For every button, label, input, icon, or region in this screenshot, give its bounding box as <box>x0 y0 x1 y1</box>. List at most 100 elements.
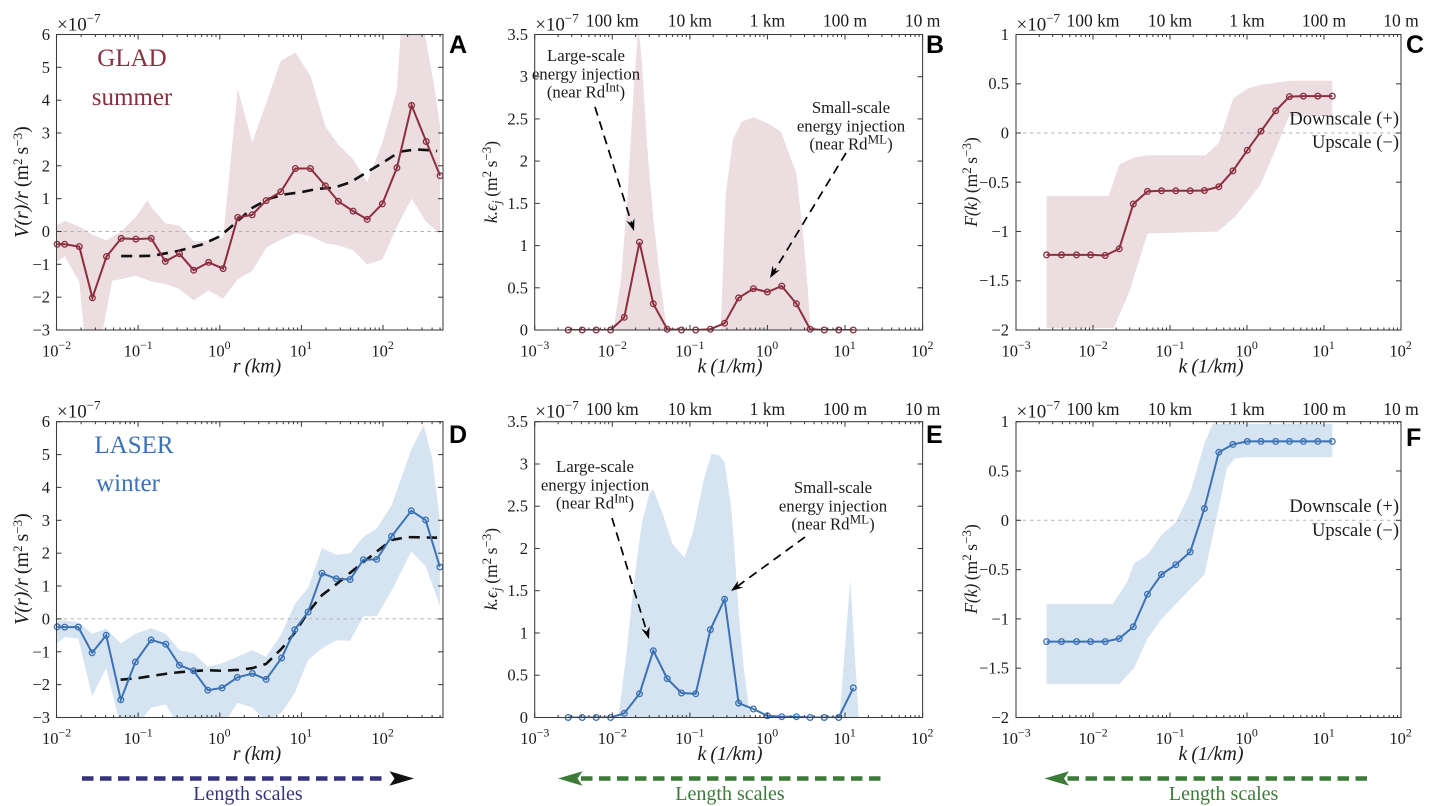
svg-text:2: 2 <box>928 726 934 740</box>
svg-text:10: 10 <box>1156 729 1173 748</box>
svg-text:10: 10 <box>1312 729 1329 748</box>
svg-text:1.5: 1.5 <box>507 581 528 600</box>
svg-text:4: 4 <box>42 91 50 110</box>
svg-text:0: 0 <box>520 321 528 340</box>
svg-text:10 m: 10 m <box>905 399 941 419</box>
svg-text:−3: −3 <box>537 726 550 740</box>
svg-text:summer: summer <box>92 84 173 111</box>
svg-text:2.5: 2.5 <box>507 497 528 516</box>
svg-text:1 km: 1 km <box>750 11 786 31</box>
svg-text:1: 1 <box>1329 726 1335 740</box>
svg-text:GLAD: GLAD <box>97 45 166 72</box>
svg-text:E: E <box>926 421 943 449</box>
svg-text:5: 5 <box>42 58 50 77</box>
svg-text:10: 10 <box>911 342 928 361</box>
svg-text:2: 2 <box>388 726 394 740</box>
svg-text:−2: −2 <box>991 321 1009 340</box>
svg-text:0: 0 <box>225 726 231 740</box>
svg-text:V(r)/r (m2 s−3): V(r)/r (m2 s−3) <box>10 126 33 238</box>
svg-text:0.5: 0.5 <box>988 462 1009 481</box>
svg-text:1 km: 1 km <box>1229 11 1265 31</box>
svg-text:1: 1 <box>306 338 312 352</box>
svg-text:1: 1 <box>520 624 528 643</box>
svg-text:2: 2 <box>520 539 528 558</box>
svg-text:10: 10 <box>756 342 773 361</box>
svg-text:−2: −2 <box>991 708 1009 727</box>
svg-text:−1: −1 <box>1172 338 1185 352</box>
svg-text:C: C <box>1406 31 1424 59</box>
svg-text:−1.5: −1.5 <box>979 659 1009 678</box>
svg-text:−3: −3 <box>1018 338 1031 352</box>
svg-text:−3: −3 <box>537 338 550 352</box>
svg-text:4: 4 <box>42 478 50 497</box>
svg-text:10: 10 <box>371 729 388 748</box>
svg-text:0: 0 <box>42 222 50 241</box>
svg-text:−1: −1 <box>140 726 153 740</box>
svg-text:100 m: 100 m <box>1302 11 1347 31</box>
svg-text:Length scales: Length scales <box>1169 783 1279 805</box>
svg-text:winter: winter <box>96 470 161 497</box>
svg-text:10: 10 <box>1156 342 1173 361</box>
svg-text:r (km): r (km) <box>233 743 282 765</box>
svg-text:Small-scale: Small-scale <box>794 478 872 497</box>
svg-text:2.5: 2.5 <box>507 109 528 128</box>
svg-text:−0.5: −0.5 <box>979 560 1009 579</box>
svg-text:B: B <box>926 31 944 59</box>
svg-text:2: 2 <box>42 156 50 175</box>
svg-text:2: 2 <box>1406 338 1412 352</box>
svg-text:D: D <box>449 421 467 449</box>
svg-text:−2: −2 <box>1095 726 1108 740</box>
svg-text:−3: −3 <box>1018 726 1031 740</box>
svg-text:energy injection: energy injection <box>797 116 906 135</box>
svg-text:100 m: 100 m <box>1302 399 1347 419</box>
svg-text:1: 1 <box>850 726 856 740</box>
svg-text:−1: −1 <box>991 222 1009 241</box>
svg-text:−2: −2 <box>59 726 72 740</box>
svg-text:10 m: 10 m <box>905 11 941 31</box>
svg-text:10: 10 <box>1002 342 1019 361</box>
svg-text:k (1/km): k (1/km) <box>697 743 762 765</box>
svg-text:−2: −2 <box>1095 338 1108 352</box>
svg-text:1: 1 <box>850 338 856 352</box>
svg-text:2: 2 <box>1406 726 1412 740</box>
svg-text:0: 0 <box>520 708 528 727</box>
svg-text:6: 6 <box>42 412 50 431</box>
svg-text:10: 10 <box>208 342 225 361</box>
svg-text:0: 0 <box>225 338 231 352</box>
svg-text:10: 10 <box>598 342 615 361</box>
svg-text:10: 10 <box>290 729 307 748</box>
svg-text:0: 0 <box>1001 124 1009 143</box>
svg-text:Large-scale: Large-scale <box>556 457 634 476</box>
svg-text:−2: −2 <box>32 288 50 307</box>
svg-text:Large-scale: Large-scale <box>547 46 625 65</box>
svg-text:100 km: 100 km <box>1067 11 1120 31</box>
svg-text:1: 1 <box>520 236 528 255</box>
svg-text:0: 0 <box>1001 511 1009 530</box>
svg-text:10 km: 10 km <box>668 399 713 419</box>
svg-text:100 km: 100 km <box>586 399 639 419</box>
svg-text:6: 6 <box>42 25 50 44</box>
svg-text:1: 1 <box>1001 412 1009 431</box>
svg-text:energy injection: energy injection <box>541 475 650 494</box>
svg-text:−1: −1 <box>32 642 50 661</box>
svg-text:−1: −1 <box>140 338 153 352</box>
svg-text:0.5: 0.5 <box>507 666 528 685</box>
svg-text:10: 10 <box>371 342 388 361</box>
svg-text:10: 10 <box>520 729 537 748</box>
svg-text:−1: −1 <box>991 609 1009 628</box>
svg-text:0: 0 <box>772 338 778 352</box>
svg-text:0: 0 <box>1252 338 1258 352</box>
svg-text:0: 0 <box>42 609 50 628</box>
svg-text:k.ϵj (m2 s−3): k.ϵj (m2 s−3) <box>479 528 504 610</box>
svg-text:10: 10 <box>756 729 773 748</box>
svg-text:10: 10 <box>833 342 850 361</box>
svg-text:−1.5: −1.5 <box>979 271 1009 290</box>
svg-text:k.ϵj (m2 s−3): k.ϵj (m2 s−3) <box>479 141 504 223</box>
svg-text:−2: −2 <box>614 338 627 352</box>
svg-text:3: 3 <box>42 124 50 143</box>
svg-text:−1: −1 <box>692 338 705 352</box>
svg-text:100 m: 100 m <box>823 399 868 419</box>
svg-text:1.5: 1.5 <box>507 194 528 213</box>
svg-text:V(r)/r (m2 s−3): V(r)/r (m2 s−3) <box>10 513 33 625</box>
svg-text:100 km: 100 km <box>586 11 639 31</box>
